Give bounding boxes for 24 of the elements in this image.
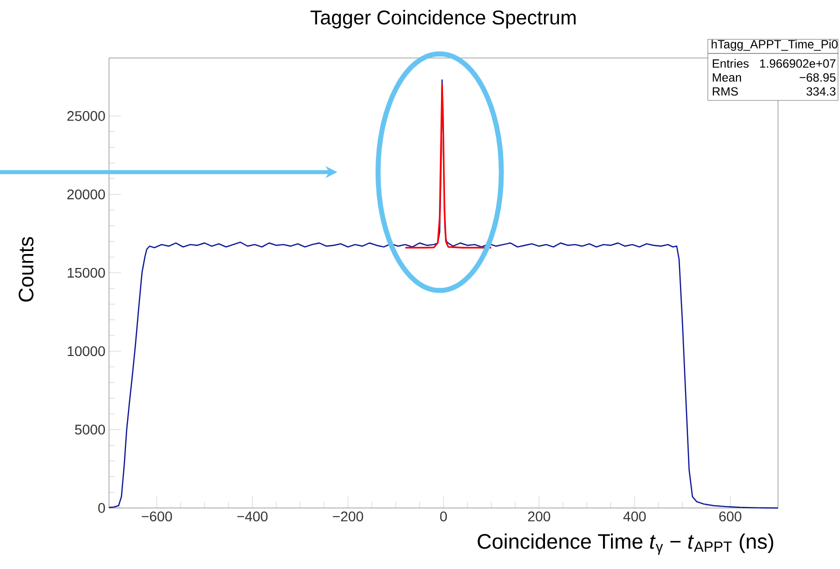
x-axis-title: Coincidence Time t$_{γ}$ − t$_{APPT}$ (ns)	[478, 534, 774, 555]
y-tick-label: 10000	[68, 346, 105, 356]
y-tick-label: 20000	[67, 189, 105, 200]
text: 334.3	[806, 87, 836, 96]
y-tick-label: 0	[98, 503, 105, 513]
text: hTagg_APPT_Time_Pi0	[712, 40, 838, 51]
annotation: RMS	[712, 87, 738, 96]
line-series	[404, 84, 492, 249]
x-tick-label: 0	[440, 511, 447, 522]
y-tick-label: 15000	[68, 268, 105, 278]
x-tick-label: 600	[719, 511, 742, 522]
x-tick-label: −200	[332, 511, 364, 522]
y-tick-label: 25000	[67, 111, 105, 121]
y-tick-label: 5000	[75, 424, 105, 435]
x-tick-label: −600	[142, 511, 172, 522]
chart-title: Tagger Coincidence Spectrum	[310, 10, 576, 28]
x-tick-label: 200	[528, 511, 550, 522]
x-tick-label: 400	[623, 511, 646, 522]
text: −68.95	[800, 73, 836, 82]
annotation: Mean	[712, 73, 741, 82]
y-axis-title: Counts	[18, 237, 34, 302]
x-tick-label: −400	[237, 511, 268, 522]
annotation: 1.966902e+07	[760, 59, 836, 68]
annotation: Entries	[712, 58, 749, 68]
